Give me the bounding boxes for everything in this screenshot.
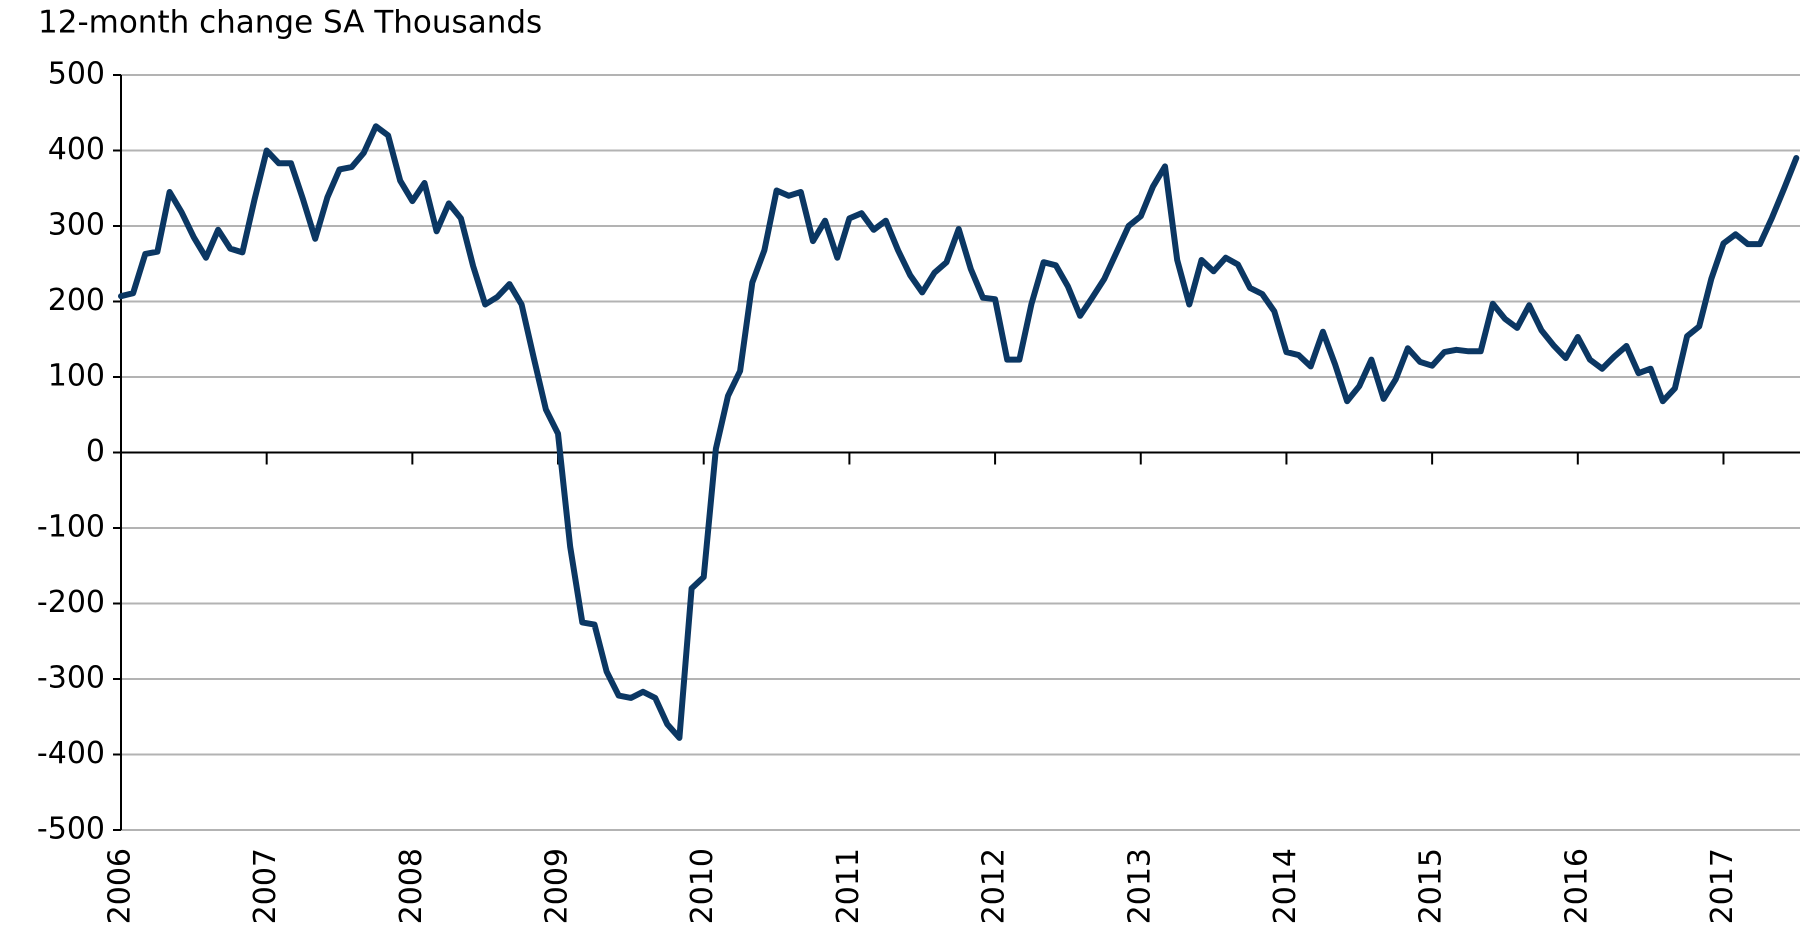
x-tick-label: 2016 (1559, 848, 1594, 924)
x-tick-label: 2007 (248, 848, 283, 924)
y-tick-label: -200 (37, 585, 105, 620)
y-tick-label: -300 (37, 661, 105, 696)
y-tick-label: -500 (37, 812, 105, 847)
x-tick-label: 2009 (540, 848, 575, 924)
y-tick-label: 200 (48, 283, 105, 318)
x-tick-label: 2013 (1122, 848, 1157, 924)
y-tick-label: -100 (37, 510, 105, 545)
y-tick-label: 500 (48, 57, 105, 92)
chart-title: 12-month change SA Thousands (38, 5, 542, 41)
x-tick-label: 2008 (394, 848, 429, 924)
x-tick-label: 2011 (831, 848, 866, 924)
x-tick-label: 2017 (1705, 848, 1740, 924)
line-series (118, 123, 1800, 741)
y-tick-label: 0 (86, 434, 105, 469)
y-tick-label: 100 (48, 359, 105, 394)
y-tick-label: 400 (48, 132, 105, 167)
x-tick-label: 2014 (1268, 848, 1303, 924)
y-tick-label: -400 (37, 736, 105, 771)
x-tick-label: 2015 (1414, 848, 1449, 924)
x-tick-label: 2012 (977, 848, 1012, 924)
y-tick-label: 300 (48, 208, 105, 243)
x-tick-label: 2010 (685, 848, 720, 924)
x-tick-label: 2006 (103, 848, 138, 924)
